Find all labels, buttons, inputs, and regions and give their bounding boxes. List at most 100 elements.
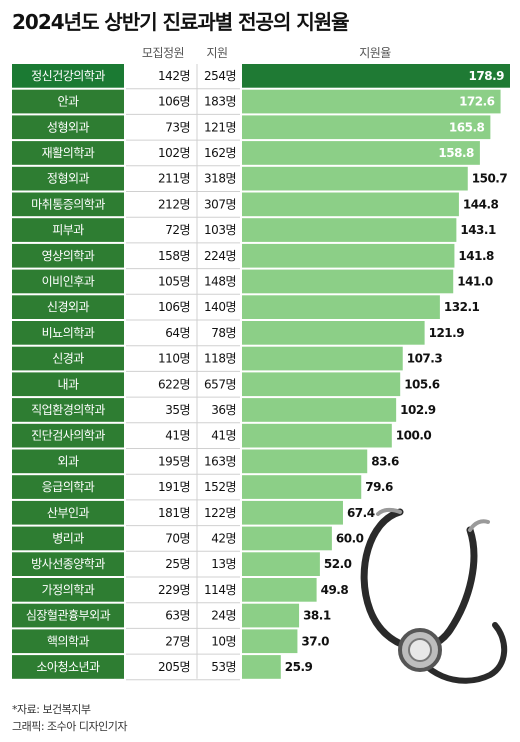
rate-label: 100.0: [396, 429, 432, 443]
apply-value: 224명: [204, 249, 236, 263]
apply-value: 307명: [204, 197, 236, 211]
recruit-cell: [126, 141, 196, 165]
recruit-value: 72명: [165, 223, 190, 237]
recruit-cell: [126, 192, 196, 217]
apply-value: 121명: [204, 120, 236, 134]
apply-value: 24명: [211, 609, 236, 623]
apply-value: 42명: [211, 531, 236, 545]
recruit-cell: [126, 372, 196, 397]
category-cell: [12, 192, 124, 217]
rate-label: 165.8: [449, 120, 485, 134]
stethoscope-icon: [360, 507, 508, 684]
recruit-cell: [126, 89, 196, 114]
category-label: 내과: [57, 377, 79, 391]
category-label: 진단검사의학과: [31, 429, 105, 443]
recruit-value: 181명: [158, 506, 190, 520]
recruit-value: 35명: [165, 403, 190, 417]
category-label: 정신건강의학과: [31, 69, 105, 83]
recruit-value: 110명: [158, 352, 190, 366]
apply-value: 657명: [204, 377, 236, 391]
recruit-cell: [126, 218, 196, 242]
column-header-rate: 지원율: [359, 46, 391, 60]
recruit-value: 622명: [158, 377, 190, 391]
category-label: 마취통증의학과: [31, 197, 105, 211]
category-label: 신경외과: [47, 300, 90, 314]
column-header-recruit: 모집정원: [141, 46, 185, 60]
recruit-value: 106명: [158, 300, 190, 314]
category-label: 병리과: [52, 531, 84, 545]
recruit-value: 73명: [165, 120, 190, 134]
category-cell: [12, 655, 124, 679]
rate-label: 172.6: [459, 95, 495, 109]
category-label: 방사선종양학과: [31, 557, 105, 571]
recruit-value: 106명: [158, 95, 190, 109]
rate-label: 143.1: [460, 223, 496, 237]
recruit-value: 212명: [158, 197, 190, 211]
recruit-value: 105명: [158, 274, 190, 288]
rate-label: 107.3: [407, 352, 443, 366]
graphic-credit: 그래픽: 조수아 디자인기자: [12, 720, 128, 733]
rate-bar: [242, 115, 491, 140]
recruit-cell: [126, 629, 196, 654]
recruit-cell: [126, 64, 196, 88]
rate-bar: [242, 346, 403, 371]
category-cell: [12, 372, 124, 397]
recruit-cell: [126, 243, 196, 268]
recruit-cell: [126, 552, 196, 576]
rate-bar: [242, 166, 468, 191]
apply-value: 10명: [211, 634, 236, 648]
apply-value: 254명: [204, 69, 236, 83]
recruit-value: 195명: [158, 454, 190, 468]
recruit-cell: [126, 475, 196, 499]
apply-value: 318명: [204, 172, 236, 186]
category-cell: [12, 141, 124, 165]
category-label: 산부인과: [47, 506, 90, 520]
apply-value: 78명: [211, 326, 236, 340]
rate-label: 158.8: [438, 146, 474, 160]
rate-bar: [242, 218, 457, 242]
rate-bar: [242, 269, 454, 294]
category-cell: [12, 64, 124, 88]
rate-bar: [242, 295, 440, 319]
recruit-cell: [126, 655, 196, 679]
category-cell: [12, 89, 124, 114]
rate-label: 60.0: [336, 531, 364, 545]
apply-value: 148명: [204, 274, 236, 288]
apply-value: 162명: [204, 146, 236, 160]
category-label: 소아청소년과: [36, 660, 100, 674]
rate-bar: [242, 629, 298, 654]
category-label: 재활의학과: [42, 146, 95, 160]
category-label: 정형외과: [47, 172, 90, 186]
category-cell: [12, 166, 124, 191]
recruit-value: 229명: [158, 583, 190, 597]
apply-value: 152명: [204, 480, 236, 494]
category-cell: [12, 269, 124, 294]
category-label: 신경과: [52, 352, 84, 366]
rate-label: 38.1: [303, 609, 331, 623]
rate-bar: [242, 475, 362, 499]
rate-label: 132.1: [444, 300, 480, 314]
rate-label: 67.4: [347, 506, 375, 520]
recruit-value: 63명: [165, 609, 190, 623]
rate-label: 150.7: [472, 172, 508, 186]
category-cell: [12, 552, 124, 576]
recruit-value: 70명: [165, 531, 190, 545]
rate-label: 121.9: [429, 326, 465, 340]
category-label: 영상의학과: [42, 249, 95, 263]
recruit-value: 64명: [165, 326, 190, 340]
column-header-apply: 지원: [206, 46, 228, 60]
recruit-value: 27명: [165, 634, 190, 648]
rate-bar: [242, 655, 281, 679]
rate-bar: [242, 192, 459, 217]
recruit-cell: [126, 115, 196, 140]
rate-bar: [242, 526, 332, 551]
category-label: 성형외과: [47, 120, 90, 134]
category-cell: [12, 346, 124, 371]
category-cell: [12, 423, 124, 448]
rate-bar: [242, 243, 455, 268]
rate-bar: [242, 423, 392, 448]
apply-value: 114명: [204, 583, 236, 597]
source-note: *자료: 보건복지부: [12, 703, 91, 716]
category-cell: [12, 295, 124, 319]
